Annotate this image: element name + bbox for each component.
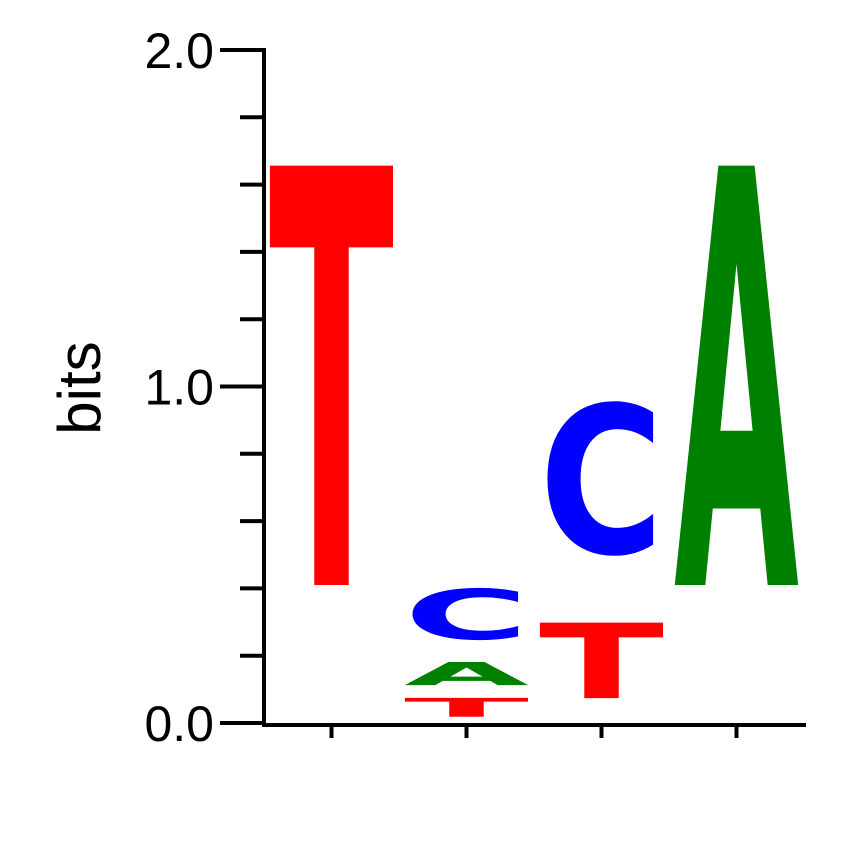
stack-position-3: TC [539, 364, 664, 723]
stack-position-2: TAC [404, 575, 529, 723]
letter-C-pos2: C [404, 575, 529, 656]
letter-C-pos3: C [539, 364, 664, 602]
y-tick-label: 1.0 [144, 360, 214, 416]
y-axis-title: bits [46, 341, 113, 434]
y-tick-label: 0.0 [144, 696, 214, 752]
letter-A-pos4: A [674, 51, 800, 721]
letter-stacks: T TAC TC A [269, 51, 800, 723]
letter-T-pos3: T [539, 603, 664, 723]
y-ticks: 0.0 1.0 2.0 [144, 23, 264, 752]
letter-A-pos2: A [404, 656, 529, 693]
stack-position-4: A [674, 51, 800, 721]
letter-T-pos1: T [269, 51, 395, 721]
x-ticks [329, 725, 739, 738]
y-tick-label: 2.0 [144, 23, 214, 79]
stack-position-1: T [269, 51, 395, 721]
letter-T-pos2: T [404, 693, 529, 723]
